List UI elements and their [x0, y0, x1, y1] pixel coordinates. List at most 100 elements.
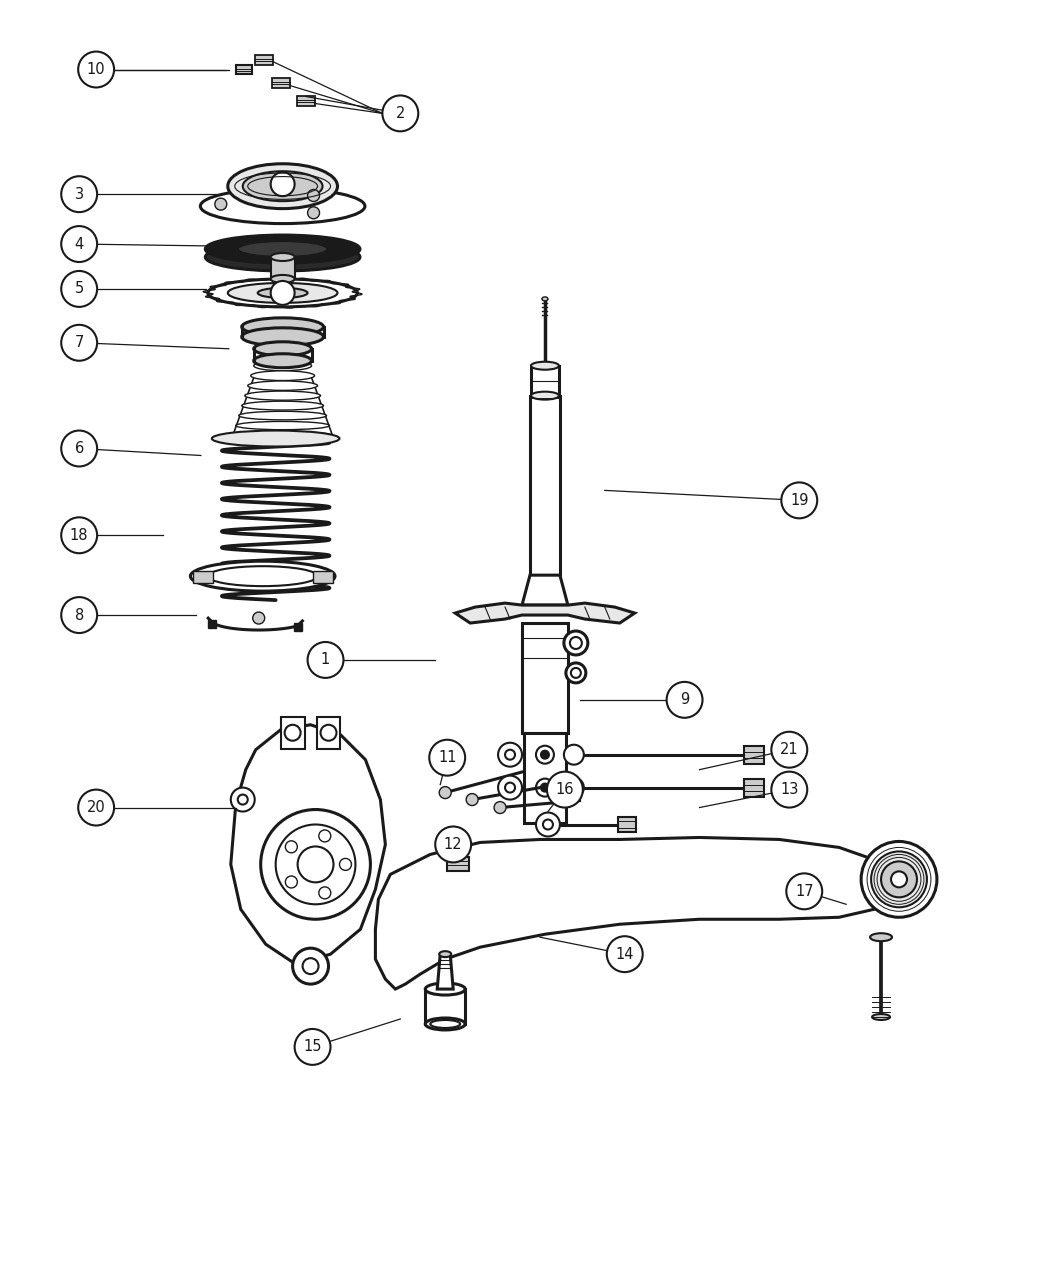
Circle shape [271, 280, 295, 305]
Ellipse shape [236, 422, 330, 430]
Circle shape [286, 840, 297, 853]
Polygon shape [376, 838, 899, 989]
FancyBboxPatch shape [280, 717, 304, 748]
Circle shape [319, 830, 331, 842]
FancyBboxPatch shape [236, 65, 247, 74]
Ellipse shape [425, 1017, 465, 1030]
Ellipse shape [201, 189, 365, 223]
Circle shape [308, 190, 319, 201]
Ellipse shape [245, 391, 320, 400]
Text: 13: 13 [780, 782, 798, 797]
Text: 5: 5 [75, 282, 84, 296]
FancyBboxPatch shape [193, 571, 213, 583]
Circle shape [215, 198, 227, 210]
Circle shape [319, 887, 331, 899]
Text: 11: 11 [438, 750, 457, 765]
Circle shape [308, 643, 343, 678]
Circle shape [607, 936, 643, 972]
Text: 15: 15 [303, 1039, 321, 1054]
Polygon shape [522, 575, 568, 606]
Ellipse shape [208, 279, 357, 307]
Text: 18: 18 [70, 528, 88, 543]
Ellipse shape [206, 244, 360, 272]
FancyBboxPatch shape [522, 623, 568, 733]
Ellipse shape [238, 412, 327, 419]
Circle shape [271, 172, 295, 196]
Circle shape [61, 226, 98, 261]
Polygon shape [231, 724, 385, 964]
Ellipse shape [242, 317, 323, 335]
Circle shape [260, 810, 371, 919]
Ellipse shape [466, 793, 478, 806]
Circle shape [61, 272, 98, 307]
Circle shape [61, 176, 98, 212]
FancyBboxPatch shape [524, 733, 566, 822]
Ellipse shape [542, 297, 548, 301]
Ellipse shape [190, 561, 335, 592]
Circle shape [302, 958, 318, 974]
Circle shape [564, 745, 584, 765]
Text: 20: 20 [87, 799, 105, 815]
Circle shape [541, 751, 549, 759]
Ellipse shape [206, 235, 360, 263]
Ellipse shape [228, 283, 337, 303]
Ellipse shape [271, 252, 295, 261]
Ellipse shape [271, 275, 295, 283]
Text: 2: 2 [396, 106, 405, 121]
Circle shape [78, 789, 114, 825]
Ellipse shape [257, 288, 308, 298]
Polygon shape [231, 724, 385, 964]
FancyBboxPatch shape [208, 620, 216, 629]
Text: 8: 8 [75, 608, 84, 622]
Ellipse shape [531, 391, 559, 399]
FancyBboxPatch shape [255, 55, 273, 65]
Polygon shape [437, 954, 454, 989]
Ellipse shape [237, 241, 328, 258]
FancyBboxPatch shape [617, 816, 635, 833]
Ellipse shape [201, 189, 365, 223]
Circle shape [436, 826, 471, 862]
Text: 10: 10 [87, 62, 105, 76]
Text: 7: 7 [75, 335, 84, 351]
FancyBboxPatch shape [271, 258, 295, 279]
Ellipse shape [254, 361, 312, 371]
FancyBboxPatch shape [425, 989, 465, 1024]
Circle shape [536, 812, 560, 836]
FancyBboxPatch shape [531, 366, 559, 395]
FancyBboxPatch shape [313, 571, 333, 583]
Ellipse shape [208, 279, 357, 307]
Ellipse shape [870, 933, 892, 941]
Polygon shape [376, 838, 899, 989]
Circle shape [861, 842, 937, 917]
Ellipse shape [425, 983, 465, 994]
Text: 12: 12 [444, 836, 462, 852]
Circle shape [285, 724, 300, 741]
FancyBboxPatch shape [238, 65, 249, 74]
Circle shape [891, 871, 907, 887]
Circle shape [872, 852, 927, 908]
Ellipse shape [248, 381, 317, 390]
Circle shape [339, 858, 352, 871]
Circle shape [276, 825, 356, 904]
Ellipse shape [228, 163, 337, 209]
FancyBboxPatch shape [744, 746, 764, 764]
Circle shape [667, 682, 702, 718]
Circle shape [543, 820, 553, 830]
Circle shape [772, 732, 807, 768]
Ellipse shape [233, 431, 333, 440]
Ellipse shape [251, 371, 315, 380]
Ellipse shape [495, 802, 506, 813]
Circle shape [308, 207, 319, 219]
Circle shape [505, 783, 516, 793]
Circle shape [498, 775, 522, 799]
Circle shape [536, 746, 554, 764]
Ellipse shape [242, 328, 323, 346]
Text: 14: 14 [615, 946, 634, 961]
Ellipse shape [190, 561, 335, 592]
Circle shape [564, 778, 584, 798]
Circle shape [293, 949, 329, 984]
Circle shape [498, 743, 522, 766]
Ellipse shape [208, 566, 317, 586]
Circle shape [61, 597, 98, 632]
Ellipse shape [531, 362, 559, 370]
